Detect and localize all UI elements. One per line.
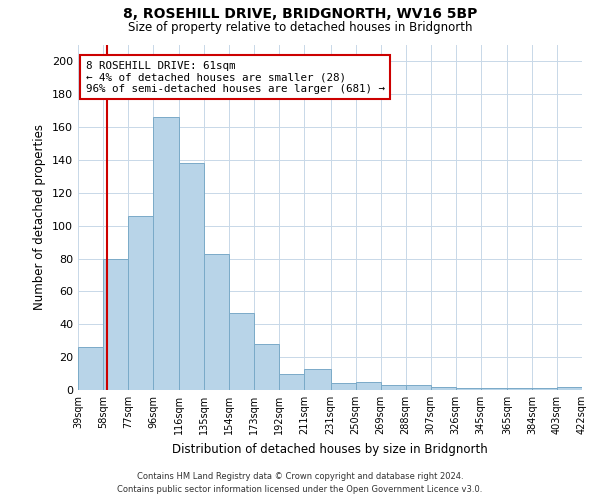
Text: 8 ROSEHILL DRIVE: 61sqm
← 4% of detached houses are smaller (28)
96% of semi-det: 8 ROSEHILL DRIVE: 61sqm ← 4% of detached… — [86, 60, 385, 94]
Bar — [431, 386, 455, 390]
Bar — [557, 386, 582, 390]
Bar — [380, 385, 406, 390]
Bar — [153, 118, 179, 390]
Bar — [280, 374, 304, 390]
Text: 8, ROSEHILL DRIVE, BRIDGNORTH, WV16 5BP: 8, ROSEHILL DRIVE, BRIDGNORTH, WV16 5BP — [123, 8, 477, 22]
Y-axis label: Number of detached properties: Number of detached properties — [34, 124, 46, 310]
Bar — [455, 388, 481, 390]
Bar — [331, 384, 356, 390]
Bar — [507, 388, 532, 390]
Bar — [356, 382, 380, 390]
Text: Contains HM Land Registry data © Crown copyright and database right 2024.
Contai: Contains HM Land Registry data © Crown c… — [118, 472, 482, 494]
Bar — [481, 388, 507, 390]
Bar — [229, 313, 254, 390]
Bar — [532, 388, 557, 390]
Text: Size of property relative to detached houses in Bridgnorth: Size of property relative to detached ho… — [128, 21, 472, 34]
Bar — [254, 344, 280, 390]
Bar — [406, 385, 431, 390]
Bar — [205, 254, 229, 390]
X-axis label: Distribution of detached houses by size in Bridgnorth: Distribution of detached houses by size … — [172, 442, 488, 456]
Bar — [304, 368, 331, 390]
Bar — [128, 216, 153, 390]
Bar — [103, 258, 128, 390]
Bar — [179, 164, 205, 390]
Bar — [78, 348, 103, 390]
